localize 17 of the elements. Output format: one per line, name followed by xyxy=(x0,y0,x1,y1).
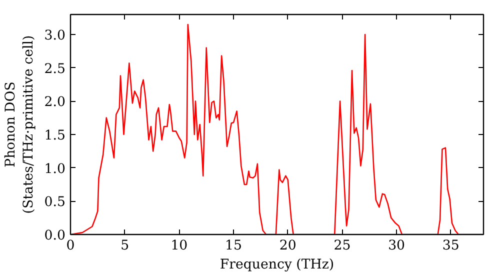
y-tick-label: 0.5 xyxy=(44,195,66,210)
x-tick-label: 15 xyxy=(225,238,242,254)
y-tick-label: 2.0 xyxy=(44,95,66,110)
x-axis-title: Frequency (THz) xyxy=(220,258,334,272)
x-tick-label: 30 xyxy=(388,238,406,254)
x-tick-label: 25 xyxy=(334,238,351,254)
x-tick-label: 10 xyxy=(170,238,188,254)
y-tick-label: 3.0 xyxy=(44,28,66,44)
x-tick-label: 5 xyxy=(120,238,130,254)
x-tick-label: 0 xyxy=(66,238,75,254)
y-axis-title: Phonon DOS (States/THz·primitive cell) xyxy=(3,35,36,214)
x-tick-label: 35 xyxy=(442,238,460,254)
x-tick-label: 20 xyxy=(279,238,296,254)
y-tick-label: 1.5 xyxy=(44,128,66,144)
y-tick-label: 0.0 xyxy=(44,228,66,244)
y-tick-label: 1.0 xyxy=(44,162,66,177)
y-tick-label: 2.5 xyxy=(44,62,66,77)
